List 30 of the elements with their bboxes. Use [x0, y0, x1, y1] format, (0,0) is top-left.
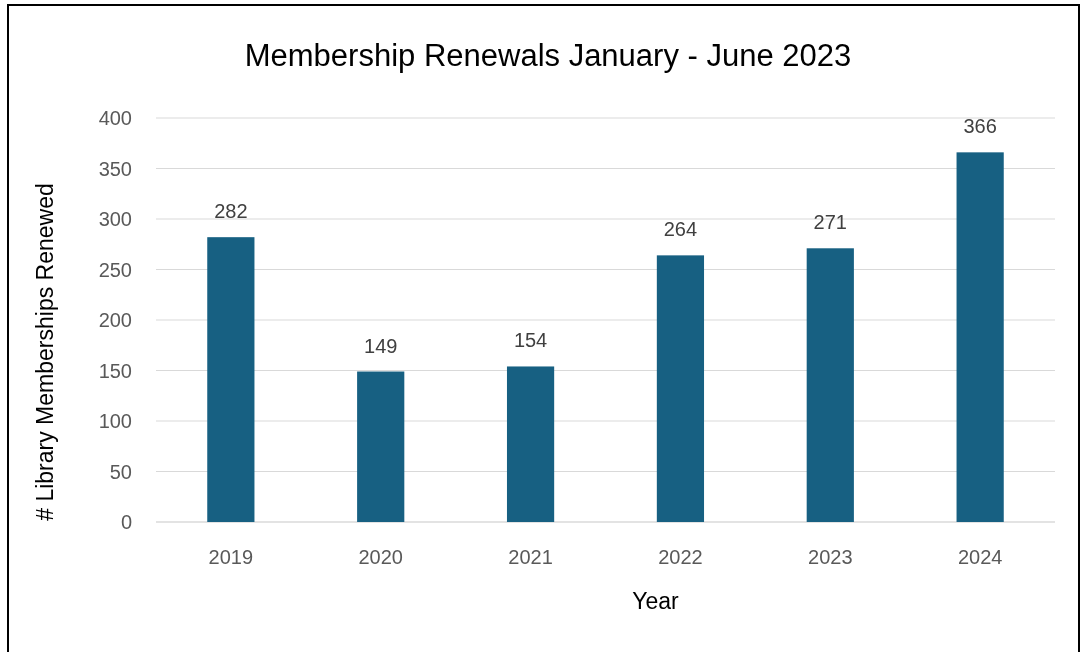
y-tick-label: 100 — [98, 410, 132, 432]
bar — [956, 152, 1004, 522]
chart-title: Membership Renewals January - June 2023 — [244, 38, 852, 73]
y-tick-label: 0 — [120, 511, 132, 533]
y-tick-label: 300 — [98, 208, 132, 230]
y-tick-label: 150 — [98, 359, 132, 382]
bar — [656, 255, 705, 522]
y-axis-title: # Library Memberships Renewed — [32, 183, 58, 521]
x-tick-label: 2019 — [208, 546, 254, 568]
data-label: 366 — [963, 115, 997, 138]
data-label: 154 — [513, 329, 548, 352]
data-label: 149 — [364, 334, 398, 357]
x-tick-label: 2020 — [358, 546, 403, 568]
y-tick-label: 50 — [109, 460, 132, 483]
data-label: 271 — [813, 211, 847, 234]
bar — [357, 371, 405, 522]
x-tick-label: 2024 — [957, 546, 1003, 568]
data-label: 282 — [214, 200, 248, 223]
data-label: 264 — [663, 218, 698, 241]
bar — [207, 237, 255, 522]
bar — [806, 248, 854, 522]
y-tick-label: 400 — [98, 107, 132, 129]
y-tick-label: 350 — [98, 157, 132, 180]
bar — [506, 366, 555, 522]
y-tick-label: 200 — [98, 309, 132, 331]
x-tick-label: 2021 — [508, 546, 553, 568]
x-tick-label: 2023 — [808, 546, 853, 568]
y-tick-label: 250 — [98, 258, 132, 281]
x-tick-label: 2022 — [658, 546, 703, 568]
x-axis-title: Year — [632, 588, 680, 614]
